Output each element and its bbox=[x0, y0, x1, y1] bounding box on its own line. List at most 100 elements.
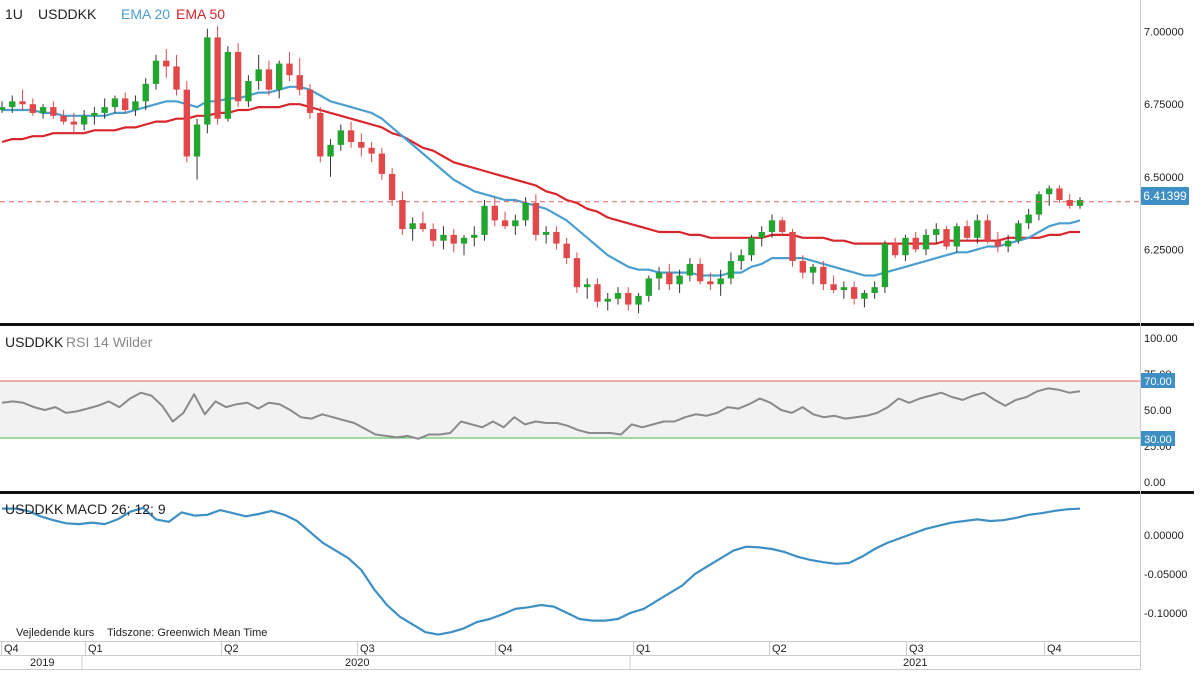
candle[interactable] bbox=[994, 231, 1002, 253]
candle[interactable] bbox=[234, 43, 242, 108]
candle[interactable] bbox=[974, 214, 981, 244]
candle[interactable] bbox=[625, 287, 632, 311]
candle[interactable] bbox=[70, 112, 78, 134]
candle[interactable] bbox=[296, 57, 303, 96]
candle[interactable] bbox=[553, 226, 560, 250]
candle[interactable] bbox=[481, 200, 488, 241]
candle[interactable] bbox=[604, 292, 611, 311]
candle[interactable] bbox=[440, 226, 447, 250]
candle[interactable] bbox=[327, 139, 334, 177]
candle[interactable] bbox=[142, 78, 149, 111]
candle[interactable] bbox=[409, 217, 416, 241]
candle[interactable] bbox=[193, 118, 201, 180]
candle[interactable] bbox=[696, 258, 704, 285]
candle[interactable] bbox=[789, 229, 796, 267]
candle[interactable] bbox=[830, 275, 837, 293]
candle[interactable] bbox=[378, 147, 386, 180]
candle[interactable] bbox=[347, 121, 355, 148]
candle[interactable] bbox=[943, 226, 950, 250]
candle[interactable] bbox=[450, 229, 457, 253]
candle[interactable] bbox=[132, 95, 139, 116]
candle[interactable] bbox=[122, 92, 129, 113]
candle[interactable] bbox=[214, 25, 221, 125]
candle[interactable] bbox=[727, 252, 735, 285]
candle[interactable] bbox=[655, 266, 663, 291]
candle[interactable] bbox=[91, 107, 98, 125]
panel-divider[interactable] bbox=[0, 323, 1194, 326]
candle[interactable] bbox=[29, 98, 36, 116]
candle[interactable] bbox=[0, 101, 6, 113]
candle[interactable] bbox=[224, 46, 232, 122]
candle[interactable] bbox=[1066, 194, 1073, 209]
candle[interactable] bbox=[50, 101, 57, 119]
candle[interactable] bbox=[204, 28, 211, 134]
time-axis[interactable]: Q4 Q1 Q2 Q3 Q4 Q1 Q2 Q3 Q4 2019 2020 2021 bbox=[0, 641, 1140, 670]
candle[interactable] bbox=[809, 263, 817, 285]
candle[interactable] bbox=[738, 249, 745, 270]
candle[interactable] bbox=[758, 226, 765, 247]
candle[interactable] bbox=[460, 234, 468, 256]
panel-divider[interactable] bbox=[0, 491, 1194, 494]
candle[interactable] bbox=[922, 229, 930, 256]
ema50-legend[interactable]: EMA 50 bbox=[176, 6, 225, 22]
candle[interactable] bbox=[820, 261, 827, 291]
candle[interactable] bbox=[1025, 208, 1032, 230]
candle[interactable] bbox=[317, 107, 324, 163]
candle[interactable] bbox=[984, 214, 991, 244]
candle[interactable] bbox=[501, 211, 509, 230]
candle[interactable] bbox=[881, 240, 889, 293]
candle[interactable] bbox=[368, 141, 375, 163]
candle[interactable] bbox=[491, 197, 498, 227]
candle[interactable] bbox=[471, 226, 478, 247]
candle[interactable] bbox=[666, 263, 673, 291]
candle[interactable] bbox=[1076, 197, 1084, 209]
candle[interactable] bbox=[532, 194, 540, 241]
candle[interactable] bbox=[19, 89, 26, 111]
candle[interactable] bbox=[276, 60, 283, 99]
candle[interactable] bbox=[1035, 191, 1043, 221]
candle[interactable] bbox=[183, 80, 190, 163]
candle[interactable] bbox=[912, 231, 919, 253]
candle[interactable] bbox=[594, 278, 601, 308]
candle[interactable] bbox=[1004, 234, 1012, 253]
candle[interactable] bbox=[399, 191, 406, 235]
candle[interactable] bbox=[799, 255, 806, 279]
candles-layer[interactable] bbox=[0, 25, 1084, 314]
candle[interactable] bbox=[111, 95, 119, 113]
candle[interactable] bbox=[173, 54, 180, 96]
candle[interactable] bbox=[419, 211, 427, 232]
candle[interactable] bbox=[573, 252, 581, 293]
candle[interactable] bbox=[245, 75, 252, 108]
candle[interactable] bbox=[80, 110, 88, 131]
candle[interactable] bbox=[358, 133, 365, 157]
ema20-legend[interactable]: EMA 20 bbox=[121, 6, 170, 22]
candle[interactable] bbox=[871, 281, 878, 299]
candle[interactable] bbox=[717, 269, 724, 296]
candle[interactable] bbox=[635, 292, 642, 314]
candle[interactable] bbox=[963, 220, 971, 241]
candle[interactable] bbox=[861, 290, 868, 308]
candle[interactable] bbox=[542, 226, 550, 244]
candle[interactable] bbox=[768, 214, 776, 238]
candle[interactable] bbox=[306, 83, 314, 119]
candle[interactable] bbox=[748, 234, 755, 262]
candle[interactable] bbox=[614, 287, 622, 305]
candle[interactable] bbox=[1056, 185, 1063, 203]
candle[interactable] bbox=[388, 168, 396, 206]
candle[interactable] bbox=[152, 54, 160, 90]
interval-label[interactable]: 1U bbox=[5, 6, 23, 22]
candle[interactable] bbox=[707, 272, 714, 291]
candle[interactable] bbox=[676, 269, 683, 293]
candle[interactable] bbox=[584, 278, 591, 299]
candle[interactable] bbox=[337, 124, 344, 151]
candle[interactable] bbox=[101, 98, 108, 119]
candle[interactable] bbox=[686, 258, 694, 282]
macd-panel[interactable]: 0.00000 -0.05000 -0.10000 USDDKK MACD 26; … bbox=[2, 501, 1187, 639]
candle[interactable] bbox=[286, 51, 293, 81]
candle[interactable] bbox=[779, 217, 786, 235]
candle[interactable] bbox=[563, 237, 570, 264]
candle[interactable] bbox=[933, 223, 940, 244]
